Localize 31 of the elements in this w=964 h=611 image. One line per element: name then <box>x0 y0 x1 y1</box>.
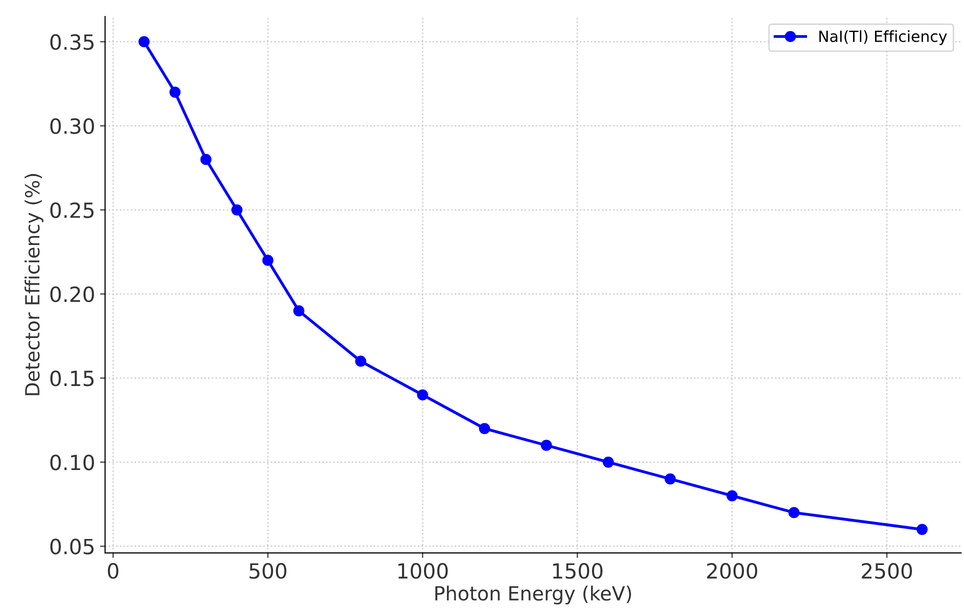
point <box>138 36 150 48</box>
point <box>540 440 552 451</box>
point <box>200 154 212 165</box>
point <box>169 86 181 98</box>
point <box>788 507 800 518</box>
point <box>417 389 428 400</box>
x-tick-label: 2000 <box>707 563 758 579</box>
point <box>355 356 366 367</box>
point <box>916 524 928 535</box>
legend-label: NaI(Tl) Efficiency <box>819 30 947 46</box>
x-tick-label: 0 <box>108 563 118 579</box>
y-axis-title: Detector Efficiency (%) <box>24 174 44 396</box>
x-tick-label: 500 <box>250 563 286 579</box>
y-tick-label: 0.30 <box>50 118 94 134</box>
point <box>664 473 676 485</box>
y-tick-label: 0.15 <box>50 370 94 386</box>
x-tick-label: 2500 <box>862 563 912 579</box>
y-tick-label: 0.05 <box>50 538 94 554</box>
x-tick-label: 1000 <box>398 563 448 579</box>
point <box>262 254 274 266</box>
y-tick-label: 0.10 <box>50 454 94 470</box>
y-tick-label: 0.25 <box>50 202 94 218</box>
point <box>602 456 614 468</box>
point <box>478 422 490 434</box>
point <box>726 490 738 502</box>
point <box>293 305 304 316</box>
x-axis-title: Photon Energy (keV) <box>435 586 632 604</box>
x-tick-label: 1500 <box>553 563 602 579</box>
point <box>231 204 242 216</box>
y-tick-label: 0.20 <box>50 286 94 302</box>
y-tick-label: 0.35 <box>50 34 94 50</box>
